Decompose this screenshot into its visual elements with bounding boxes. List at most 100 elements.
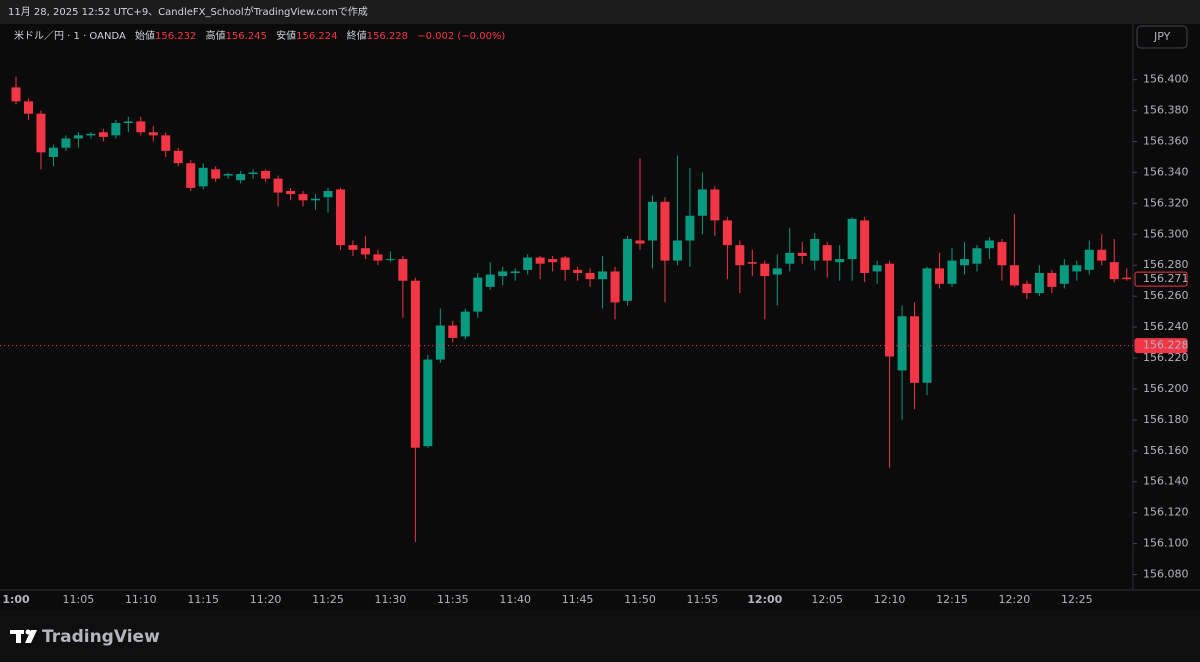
candle-body	[910, 316, 920, 383]
candle-body	[298, 194, 308, 201]
candle-body	[348, 245, 358, 250]
candle-body	[360, 248, 370, 255]
candle-body	[98, 132, 108, 137]
x-tick-label: 11:15	[187, 593, 219, 606]
ohlc-label: 高値	[206, 29, 226, 42]
x-tick-label: 12:25	[1061, 593, 1093, 606]
candle-body	[847, 218, 857, 260]
candle-body	[136, 121, 146, 133]
candle-body	[1047, 272, 1057, 287]
candle-body	[560, 257, 570, 270]
candle-body	[959, 259, 969, 266]
ohlc-label: 安値	[276, 29, 296, 42]
y-tick-label: 156.260	[1143, 289, 1189, 302]
x-tick-label: 11:35	[437, 593, 469, 606]
candle-body	[1059, 265, 1069, 284]
price-marker-box	[1134, 338, 1188, 354]
candle-body	[523, 257, 533, 270]
candle-body	[697, 189, 707, 216]
price-marker-label: 156.228	[1143, 339, 1189, 352]
candle-body	[984, 240, 994, 249]
y-tick-label: 156.120	[1143, 506, 1189, 519]
candle-body	[198, 167, 208, 187]
candle-body	[1109, 262, 1119, 280]
x-tick-label: 11:05	[63, 593, 95, 606]
x-tick-label: 11:45	[562, 593, 594, 606]
candle-body	[935, 268, 945, 284]
ohlc-value: 156.228	[367, 31, 408, 42]
candle-body	[598, 271, 608, 280]
plot	[0, 76, 1133, 543]
candle-body	[548, 259, 558, 263]
x-tick-label: 11:50	[624, 593, 656, 606]
brand: TradingView	[42, 627, 160, 647]
y-tick-label: 156.280	[1143, 258, 1189, 271]
candle-body	[111, 122, 121, 136]
candle-body	[373, 254, 383, 261]
candle-body	[385, 259, 395, 261]
candle-body	[335, 189, 345, 246]
y-tick-label: 156.160	[1143, 444, 1189, 457]
candle-body	[473, 277, 483, 312]
candle-body	[1022, 283, 1032, 294]
y-tick-label: 156.300	[1143, 227, 1189, 240]
candle-body	[822, 245, 832, 261]
x-tick-label: 11:10	[125, 593, 157, 606]
candle-body	[261, 170, 271, 179]
candle-body	[660, 201, 670, 261]
candle-body	[73, 135, 83, 139]
candle-body	[211, 169, 221, 179]
candle-body	[286, 191, 296, 195]
footer	[0, 610, 1200, 662]
candle-body	[86, 133, 96, 136]
candle-body	[535, 257, 545, 264]
candle-body	[236, 174, 246, 181]
candle-body	[835, 259, 845, 263]
candle-body	[398, 259, 408, 281]
ohlc-label: 始値	[135, 29, 155, 42]
ohlc-label: 終値	[347, 29, 367, 42]
ohlc-value: 156.245	[226, 31, 267, 42]
x-tick-label: 11:40	[499, 593, 531, 606]
x-tick-label: 12:20	[999, 593, 1031, 606]
currency[interactable]: JPY	[1153, 30, 1171, 43]
candle-body	[785, 252, 795, 264]
candle-body	[872, 265, 882, 272]
price-marker-label: 156.271	[1143, 272, 1189, 285]
x-tick-label: 12:15	[936, 593, 968, 606]
caption: 11月 28, 2025 12:52 UTC+9、CandleFX_School…	[8, 5, 368, 18]
ohlc-value: 156.224	[296, 31, 337, 42]
y-tick-label: 156.080	[1143, 568, 1189, 581]
candle-body	[273, 178, 283, 193]
x-tick-label: 11:55	[687, 593, 719, 606]
symbol: 米ドル／円 · 1 · OANDA	[14, 29, 126, 42]
candle-body	[722, 220, 732, 246]
candle-body	[123, 121, 133, 123]
y-tick-label: 156.140	[1143, 475, 1189, 488]
candle-body	[448, 325, 458, 338]
caption-bar	[0, 0, 1200, 24]
candle-body	[1097, 249, 1107, 261]
candle-body	[1084, 249, 1094, 270]
ohlc-value: 156.232	[155, 31, 196, 42]
price-axis: 156.080 156.100 156.120 156.140 156.160 156.1…	[1133, 73, 1189, 581]
candle-body	[623, 238, 633, 301]
currency-button[interactable]	[1136, 25, 1188, 49]
brand-logo	[10, 629, 37, 643]
candle-body	[810, 238, 820, 261]
price-marker-box	[1134, 271, 1188, 287]
candle-body	[1072, 265, 1082, 272]
candle-body	[1122, 277, 1132, 280]
candle-body	[61, 138, 71, 148]
candle-body	[710, 189, 720, 221]
candle-body	[735, 245, 745, 266]
candle-body	[460, 311, 470, 337]
candle-body	[510, 271, 520, 273]
candle-body	[772, 268, 782, 275]
candle-body	[485, 274, 495, 287]
candle-body	[48, 147, 58, 157]
candle-body	[922, 268, 932, 383]
y-tick-label: 156.200	[1143, 382, 1189, 395]
